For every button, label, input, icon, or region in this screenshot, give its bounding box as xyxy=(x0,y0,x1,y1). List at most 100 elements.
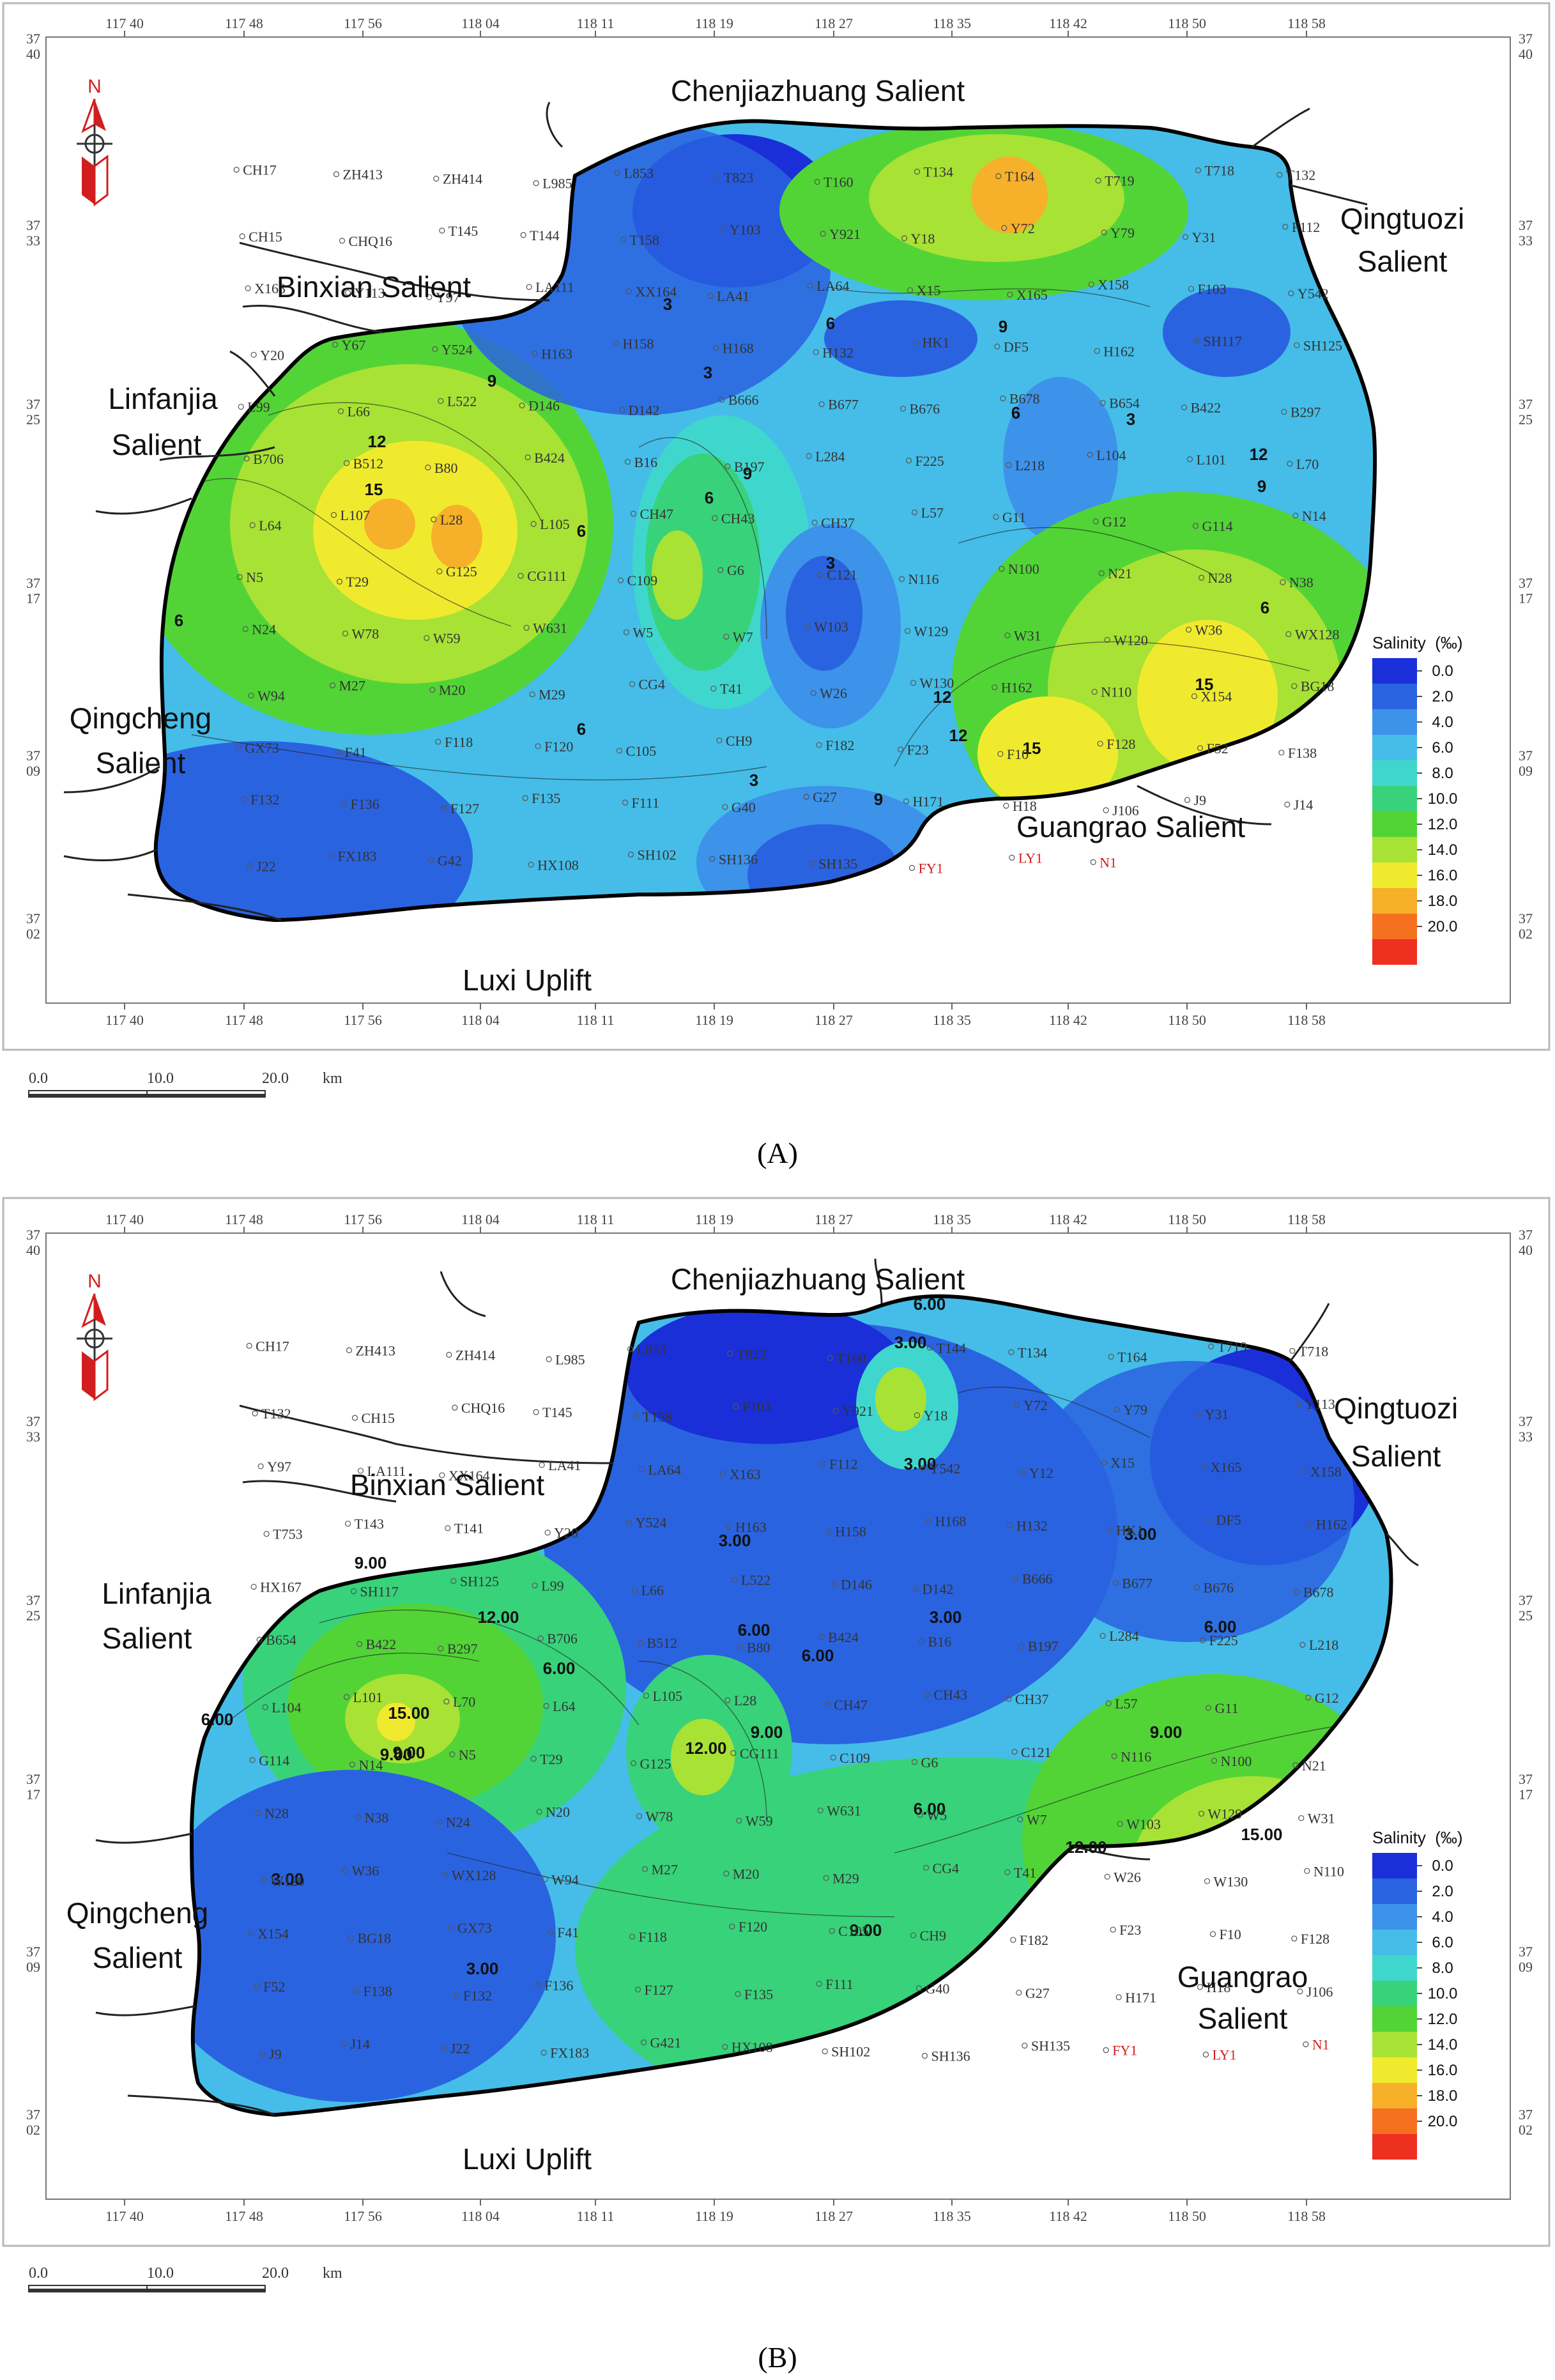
well-marker: HK1 xyxy=(912,334,949,350)
well-label: N116 xyxy=(1121,1749,1151,1765)
well-label: T160 xyxy=(823,174,853,190)
legend-swatch xyxy=(1372,786,1417,811)
well-marker: G11 xyxy=(1205,1700,1239,1716)
well-label: F118 xyxy=(445,734,473,750)
region-label-linfanjia: Salient xyxy=(102,1622,192,1655)
north-label: N xyxy=(88,1271,102,1292)
well-label: T718 xyxy=(1205,163,1234,179)
well-label: CG111 xyxy=(527,568,567,584)
well-marker: F127 xyxy=(441,801,479,817)
lat-tick-min: 02 xyxy=(26,2122,40,2138)
legend-swatch xyxy=(1372,1878,1417,1904)
well-label: CH15 xyxy=(362,1410,395,1426)
well-marker: B677 xyxy=(818,397,859,413)
well-marker: T132 xyxy=(1276,167,1315,183)
legend-tick: 0.0 xyxy=(1432,1857,1453,1875)
well-label: T29 xyxy=(346,574,369,590)
well-label: L522 xyxy=(741,1572,770,1588)
well-marker: F118 xyxy=(435,734,473,750)
well-marker: X154 xyxy=(248,1926,289,1942)
well-marker: W130 xyxy=(910,675,954,691)
well-marker: H158 xyxy=(613,335,654,351)
well-label: D142 xyxy=(629,403,660,418)
legend-tick: 12.0 xyxy=(1428,2011,1458,2028)
well-label: F23 xyxy=(907,742,929,758)
well-marker: LA111 xyxy=(357,1463,406,1479)
well-label: N14 xyxy=(359,1757,383,1773)
well-label: F135 xyxy=(532,790,560,806)
well-label: F103 xyxy=(1198,281,1227,297)
well-marker: J22 xyxy=(441,2041,470,2057)
well-marker: X165 xyxy=(1007,287,1048,303)
contour-label: 15.00 xyxy=(388,1703,429,1723)
contour-label: 6.00 xyxy=(802,1646,834,1665)
well-marker: LA41 xyxy=(707,288,749,304)
lon-tick-label: 118 04 xyxy=(461,15,500,31)
well-marker: T164 xyxy=(1108,1349,1147,1365)
region-label-qingtuozi: Salient xyxy=(1358,245,1448,278)
well-label: B677 xyxy=(1122,1575,1153,1591)
region-label-linfanjia: Salient xyxy=(112,428,202,461)
well-label: W631 xyxy=(827,1803,861,1819)
lon-tick-label: 118 27 xyxy=(815,1012,853,1028)
legend-tick: 18.0 xyxy=(1428,2087,1458,2105)
salinity-legend-a: Salinity (‰) 0.0 2.0 4.0 6.0 8.0 10.0 12.0 14.0 1… xyxy=(1372,633,1463,965)
well-label: F103 xyxy=(742,1399,771,1415)
lon-tick-label: 117 48 xyxy=(225,15,263,31)
well-label: C121 xyxy=(827,567,857,583)
well-marker: L522 xyxy=(438,394,477,410)
lat-tick-deg: 37 xyxy=(1519,1227,1533,1243)
well-marker: Y72 xyxy=(1014,1397,1048,1413)
well-label: W103 xyxy=(1126,1816,1161,1832)
well-marker: F111 xyxy=(622,795,659,811)
well-label: H171 xyxy=(913,794,944,810)
well-label: H18 xyxy=(1207,1979,1231,1995)
lon-tick-label: 118 11 xyxy=(577,15,615,31)
well-label: T753 xyxy=(273,1526,302,1542)
well-marker: T823 xyxy=(727,1346,766,1362)
well-marker: F52 xyxy=(254,1979,285,1995)
well-marker: C109 xyxy=(617,572,657,588)
north-arrow-b: N xyxy=(77,1271,112,1401)
well-label: J106 xyxy=(1112,802,1139,818)
well-label: F225 xyxy=(1209,1632,1238,1648)
legend-tick: 18.0 xyxy=(1428,893,1458,910)
lat-tick-min: 25 xyxy=(26,411,40,427)
well-marker: SH102 xyxy=(822,2044,870,2060)
lat-tick-min: 33 xyxy=(26,1429,40,1445)
legend-swatch xyxy=(1372,2006,1417,2032)
well-label: W7 xyxy=(733,629,753,645)
region-labels-a: Chenjiazhuang Salient Qingtuozi Salient Bin… xyxy=(70,74,1464,997)
well-label: CG4 xyxy=(639,677,666,693)
well-label: SH136 xyxy=(931,2048,970,2064)
well-label: GX73 xyxy=(457,1920,492,1936)
well-label: SH125 xyxy=(460,1573,499,1589)
well-label: J22 xyxy=(256,858,276,874)
legend-tick: 16.0 xyxy=(1428,867,1458,884)
well-label: G114 xyxy=(1202,518,1233,534)
well-label: N24 xyxy=(252,621,276,637)
well-label: Y79 xyxy=(1110,225,1135,241)
well-marker: N24 xyxy=(436,1815,470,1831)
well-marker: N14 xyxy=(349,1757,383,1773)
lon-tick-label: 117 56 xyxy=(344,1211,382,1227)
well-label: N100 xyxy=(1008,561,1039,577)
well-marker: L70 xyxy=(1287,456,1319,472)
well-label: C105 xyxy=(838,1923,869,1939)
lat-tick-deg: 37 xyxy=(26,31,40,47)
well-marker: L64 xyxy=(543,1698,576,1714)
well-marker: Y542 xyxy=(1288,286,1329,302)
well-label: M29 xyxy=(832,1870,859,1886)
well-label: F132 xyxy=(250,792,279,808)
well-marker: Y103 xyxy=(720,222,761,238)
well-label: H171 xyxy=(1125,1990,1156,2006)
well-label: F127 xyxy=(645,1982,673,1998)
legend-swatch xyxy=(1372,2057,1417,2083)
contour-label: 3.00 xyxy=(719,1531,751,1550)
well-label: X163 xyxy=(730,1466,761,1482)
well-label: G11 xyxy=(1002,509,1026,525)
lon-tick-label: 117 56 xyxy=(344,1012,382,1028)
contour-label: 6.00 xyxy=(738,1620,770,1639)
well-marker: B16 xyxy=(624,454,657,470)
